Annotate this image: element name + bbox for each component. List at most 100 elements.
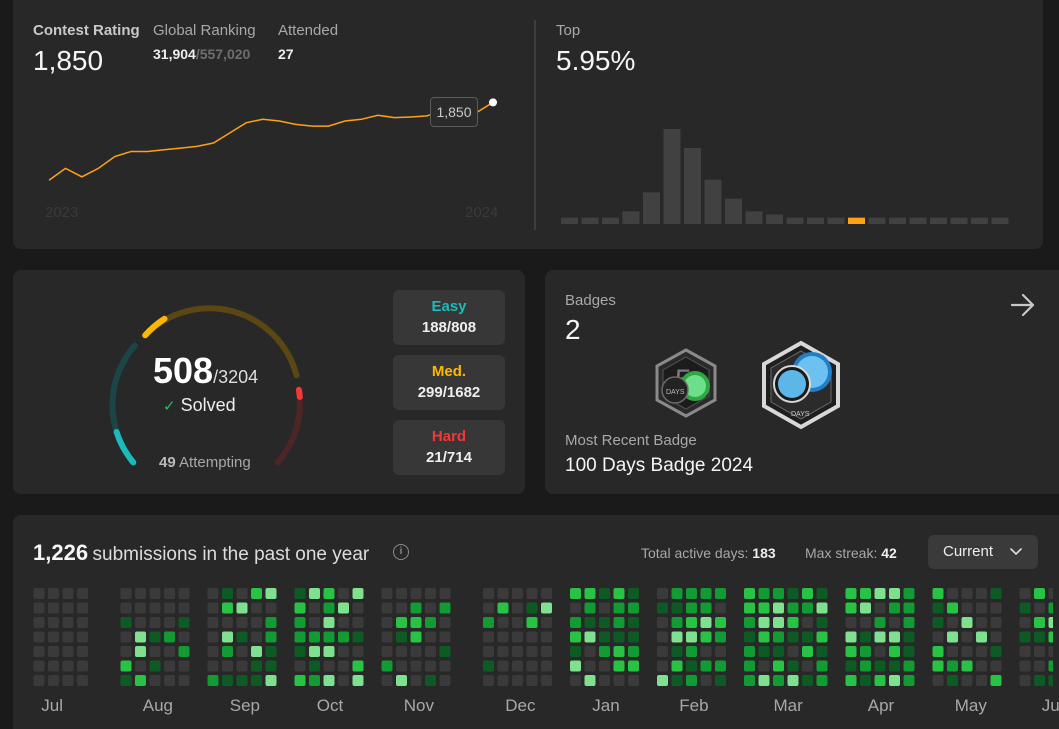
heatmap-cell <box>33 617 45 628</box>
heatmap-cell <box>294 602 306 614</box>
heatmap-cell <box>700 588 712 599</box>
heatmap-cell <box>570 631 581 643</box>
heatmap-cell <box>787 675 799 686</box>
heatmap-cell <box>410 631 422 643</box>
hard-stat[interactable]: Hard 21/714 <box>393 420 505 475</box>
heatmap-cell <box>715 588 726 599</box>
heatmap-cell <box>497 631 509 643</box>
heatmap-cell <box>584 617 596 628</box>
hundred-days-badge-icon[interactable]: DAYS <box>760 340 842 430</box>
solved-label-row: ✓ Solved <box>163 395 236 416</box>
heatmap-cell <box>1019 602 1031 614</box>
year-select-dropdown[interactable]: Current <box>928 535 1038 569</box>
heatmap-cell <box>599 617 610 628</box>
heatmap-cell <box>947 588 958 599</box>
easy-stat[interactable]: Easy 188/808 <box>393 290 505 345</box>
heatmap-cell <box>816 588 828 599</box>
info-icon[interactable]: i <box>393 544 409 560</box>
histogram-bar <box>868 217 886 224</box>
heatmap-cell <box>860 646 871 657</box>
heatmap-cell <box>207 660 219 672</box>
fifty-days-badge-icon[interactable]: 5 DAYS <box>653 348 719 418</box>
heatmap-cell <box>1034 602 1045 614</box>
global-ranking-rank: 31,904 <box>153 46 196 62</box>
heatmap-cell <box>135 602 146 614</box>
heatmap-cell <box>671 602 683 614</box>
max-streak-stat: Max streak: 42 <box>805 545 897 561</box>
heatmap-cell <box>541 631 552 643</box>
heatmap-cell <box>135 588 146 599</box>
heatmap-cell <box>33 675 45 686</box>
heatmap-cell <box>599 660 610 672</box>
heatmap-cell <box>686 660 697 672</box>
heatmap-cell <box>526 631 538 643</box>
heatmap-cell <box>860 588 871 599</box>
histogram-bar <box>602 217 619 224</box>
attempting-label: Attempting <box>179 454 251 471</box>
heatmap-cell <box>599 631 610 643</box>
heatmap-cell <box>744 602 755 614</box>
heatmap-cell <box>802 631 813 643</box>
solved-number: 508 <box>153 350 214 391</box>
badges-label: Badges <box>565 292 616 309</box>
submission-heatmap[interactable] <box>33 588 1053 692</box>
heatmap-cell <box>265 660 277 672</box>
heatmap-cell <box>526 675 538 686</box>
heatmap-cell <box>164 617 175 628</box>
month-label: Jul <box>41 696 63 715</box>
recent-badge-name[interactable]: 100 Days Badge 2024 <box>565 455 754 476</box>
arrow-right-icon[interactable] <box>1010 292 1036 318</box>
heatmap-cell <box>149 631 161 643</box>
global-ranking-label: Global Ranking <box>153 22 256 39</box>
heatmap-cell <box>338 602 349 614</box>
heatmap-cell <box>512 602 523 614</box>
badges-card: Badges 2 5 DAYS DAYS Most Recent Badge 1… <box>545 270 1059 494</box>
heatmap-cell <box>1048 646 1053 657</box>
heatmap-cell <box>251 646 262 657</box>
heatmap-cell <box>541 660 552 672</box>
rating-histogram[interactable] <box>560 120 1033 225</box>
heatmap-cell <box>425 617 436 628</box>
heatmap-cell <box>874 588 886 599</box>
contest-rating-label: Contest Rating <box>33 22 140 39</box>
heatmap-cell <box>773 646 784 657</box>
heatmap-cell <box>77 588 88 599</box>
heatmap-cell <box>497 660 509 672</box>
heatmap-cell <box>381 646 393 657</box>
heatmap-cell <box>425 631 436 643</box>
medium-stat[interactable]: Med. 299/1682 <box>393 355 505 410</box>
month-label: Jun <box>1041 696 1059 715</box>
heatmap-cell <box>628 631 639 643</box>
recent-badge-label: Most Recent Badge <box>565 432 697 449</box>
heatmap-cell <box>874 617 886 628</box>
hard-value: 21/714 <box>426 449 472 466</box>
month-label: Nov <box>403 696 434 715</box>
heatmap-cell <box>671 631 683 643</box>
heatmap-cell <box>1048 675 1053 686</box>
badge1-text: DAYS <box>666 389 685 396</box>
heatmap-cell <box>439 631 451 643</box>
rating-line-chart[interactable] <box>33 85 513 195</box>
heatmap-cell <box>164 660 175 672</box>
heatmap-cell <box>758 588 770 599</box>
heatmap-cell <box>976 588 987 599</box>
heatmap-cell <box>816 646 828 657</box>
heatmap-cell <box>961 631 973 643</box>
hard-progress-arc <box>295 386 303 400</box>
heatmap-cell <box>149 602 161 614</box>
submissions-count: 1,226 <box>33 540 89 565</box>
heatmap-cell <box>425 588 436 599</box>
heatmap-cell <box>700 617 712 628</box>
histogram-bar <box>684 148 701 224</box>
heatmap-cell <box>410 660 422 672</box>
heatmap-cell <box>758 675 770 686</box>
heatmap-cell <box>120 660 132 672</box>
heatmap-cell <box>352 588 364 599</box>
heatmap-cell <box>990 660 1002 672</box>
heatmap-cell <box>860 631 871 643</box>
heatmap-cell <box>526 660 538 672</box>
heatmap-cell <box>874 602 886 614</box>
heatmap-cell <box>903 588 915 599</box>
heatmap-cell <box>700 660 712 672</box>
solved-progress-ring[interactable] <box>103 292 313 482</box>
